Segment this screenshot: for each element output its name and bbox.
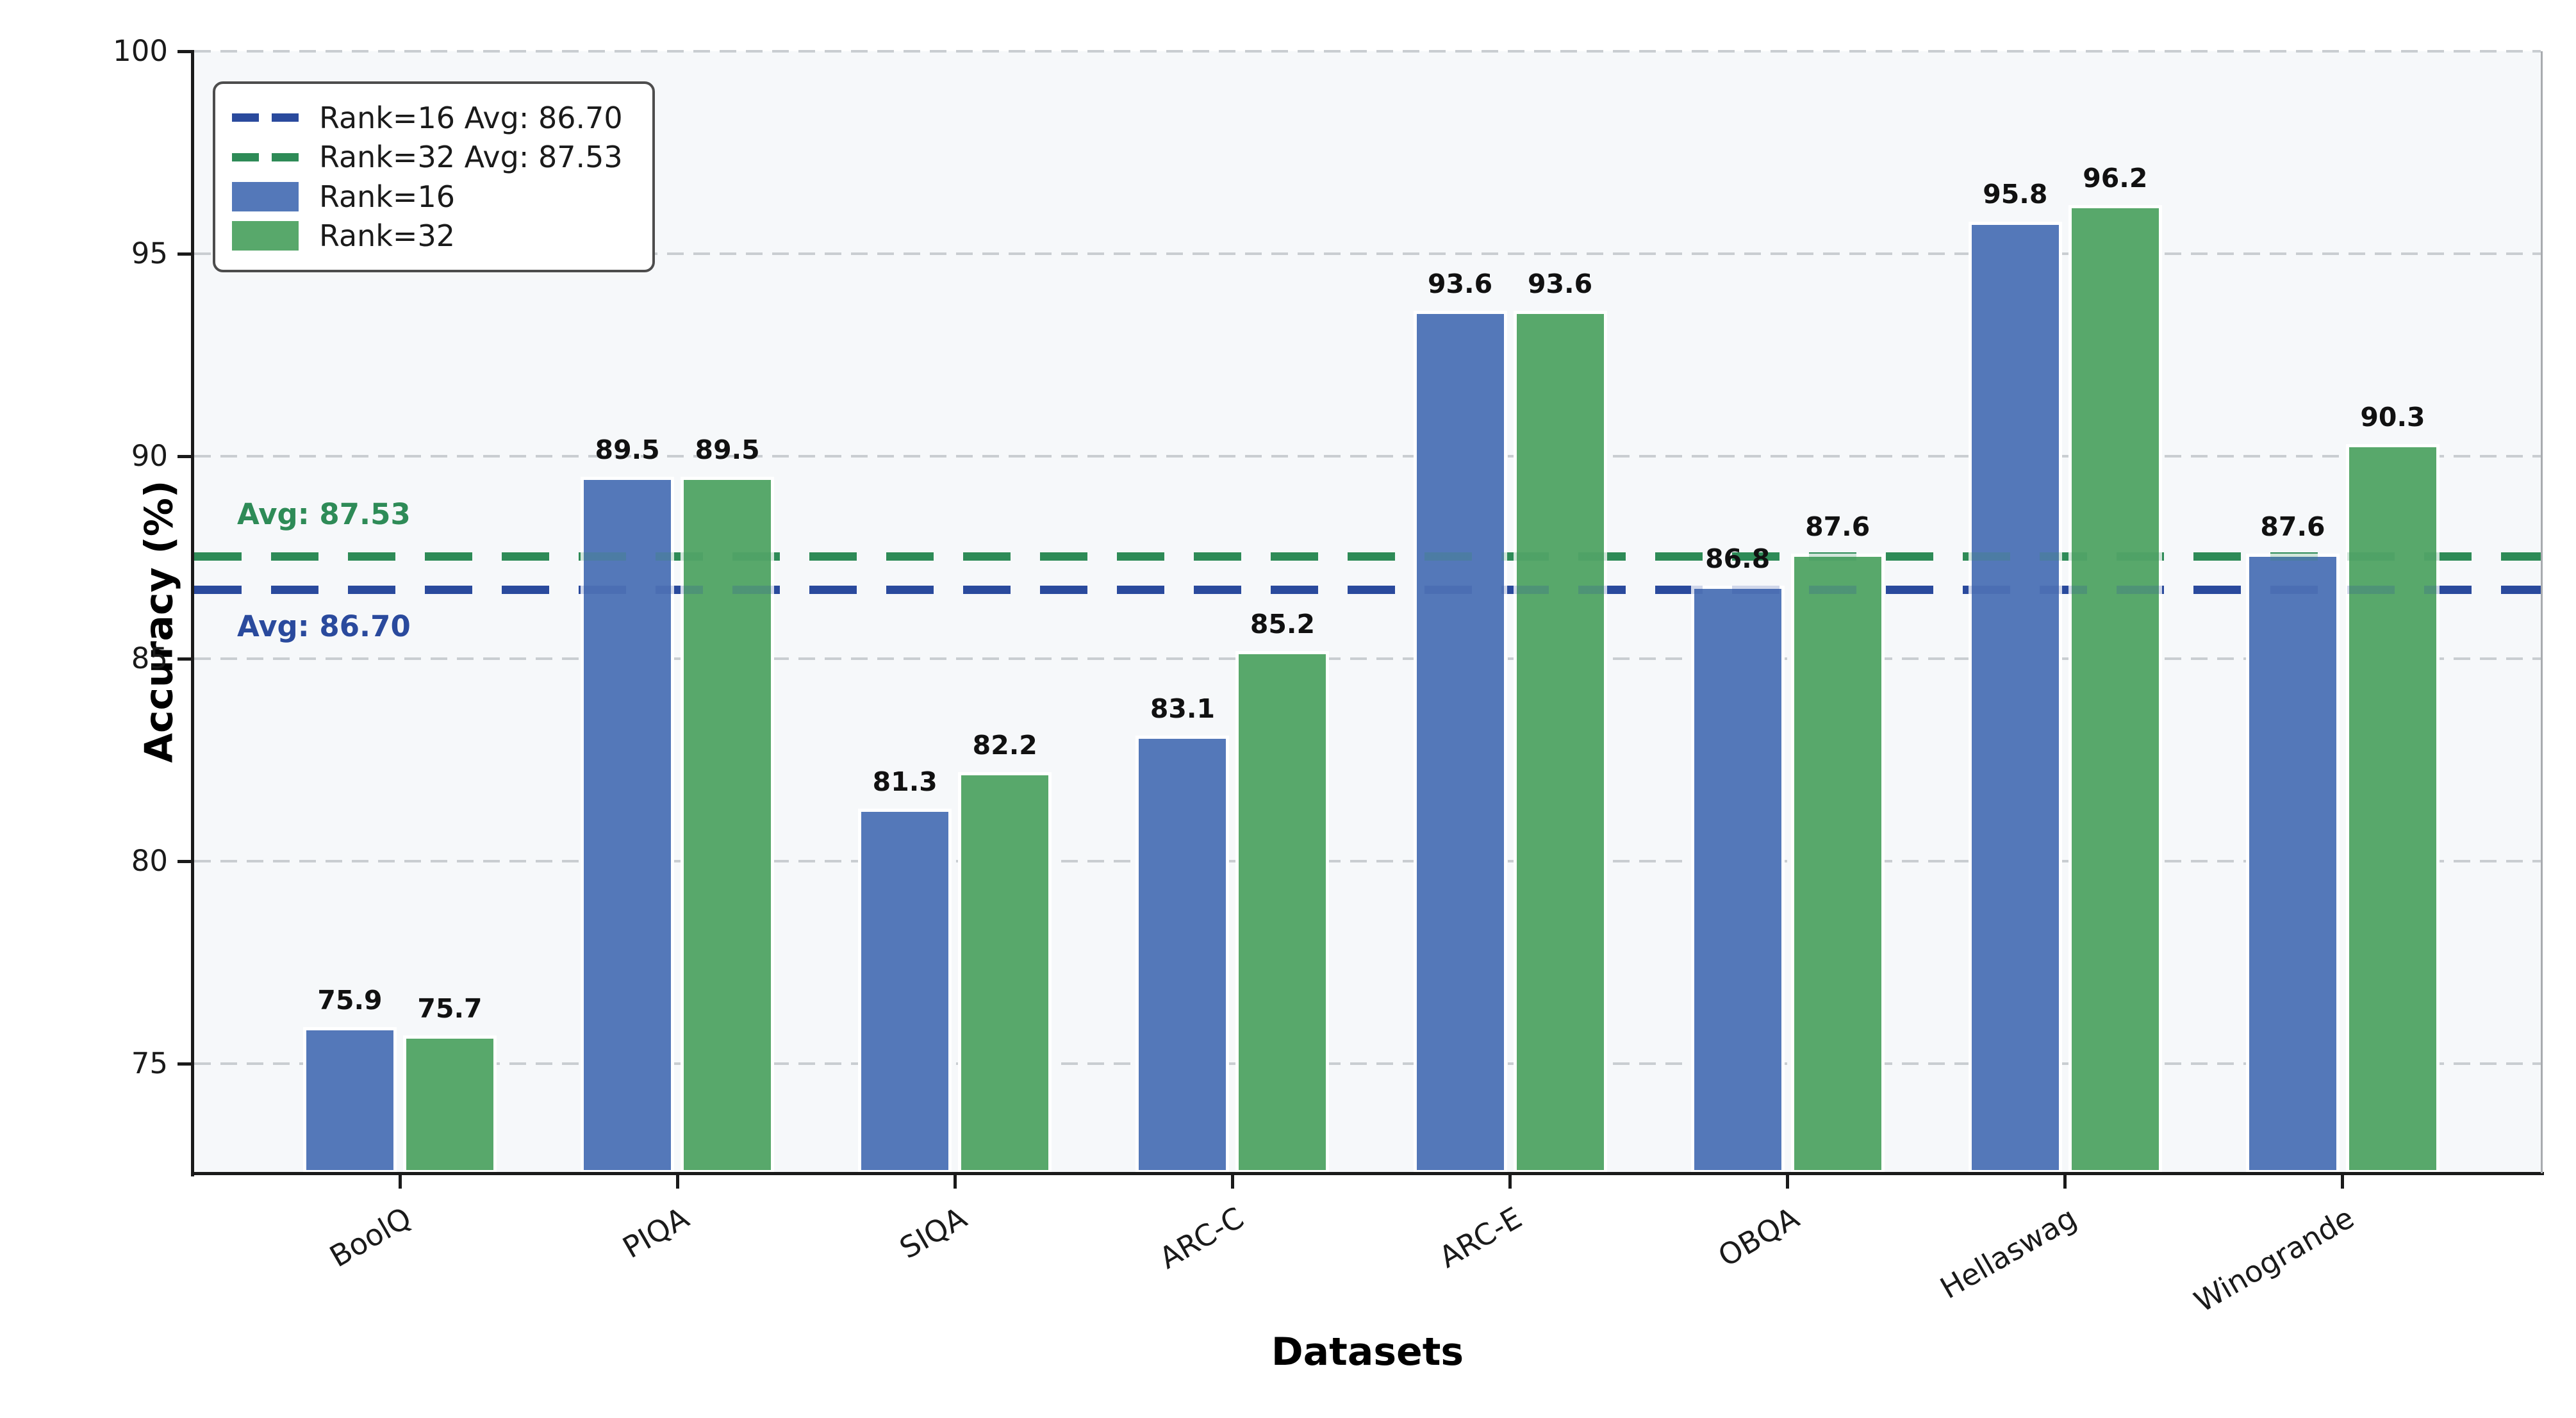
legend-item: Rank=32 (232, 217, 633, 256)
bar-rank-16-winogrande (2245, 553, 2340, 1173)
legend-item: Rank=16 (232, 177, 633, 217)
bar-rank-16-siqa (858, 809, 952, 1173)
bar-value-label: 93.6 (1427, 268, 1493, 299)
x-tick-label-winogrande: Winogrande (2188, 1200, 2360, 1319)
x-tick-label-boolq: BoolQ (324, 1200, 417, 1274)
x-tick-label-piqa: PIQA (616, 1200, 695, 1265)
legend-dashed-line-icon (232, 113, 299, 122)
x-tick-mark (1230, 1173, 1234, 1189)
bar-value-label: 87.6 (2260, 511, 2325, 542)
x-tick-mark (2063, 1173, 2067, 1189)
x-tick-label-arc-c: ARC-C (1153, 1200, 1250, 1276)
y-tick-label: 95 (131, 236, 168, 271)
y-axis-title: Accuracy (%) (136, 480, 182, 763)
bar-value-label: 83.1 (1150, 693, 1215, 725)
bar-value-label: 96.2 (2083, 163, 2148, 194)
x-tick-mark (2341, 1173, 2345, 1189)
y-tick-label: 80 (131, 844, 168, 878)
x-tick-label-hellaswag: Hellaswag (1934, 1200, 2083, 1306)
x-tick-mark (1786, 1173, 1790, 1189)
x-tick-mark (1508, 1173, 1512, 1189)
y-tick-label: 100 (113, 34, 168, 68)
bar-rank-16-boolq (303, 1027, 397, 1173)
bar-value-label: 95.8 (1983, 179, 2048, 210)
x-tick-label-obqa: OBQA (1712, 1200, 1805, 1274)
bar-value-label: 87.6 (1805, 511, 1870, 542)
y-tick-mark (178, 1062, 194, 1066)
bar-rank-16-arc-e (1413, 310, 1507, 1173)
x-tick-mark (953, 1173, 957, 1189)
legend-label: Rank=16 Avg: 86.70 (319, 100, 623, 135)
bar-value-label: 90.3 (2360, 402, 2425, 433)
bar-rank-16-hellaswag (1968, 221, 2062, 1173)
grid-line (194, 50, 2541, 53)
average-annotation: Avg: 86.70 (237, 609, 411, 643)
bar-value-label: 89.5 (595, 434, 660, 465)
bar-rank-16-arc-c (1135, 736, 1230, 1173)
legend-swatch-icon (232, 221, 299, 251)
bar-rank-32-arc-c (1235, 650, 1330, 1173)
x-tick-mark (398, 1173, 402, 1189)
bar-rank-32-hellaswag (2068, 205, 2162, 1173)
y-tick-mark (178, 657, 194, 661)
bar-rank-32-piqa (681, 476, 775, 1173)
legend-item: Rank=16 Avg: 86.70 (232, 98, 633, 138)
legend-dashed-line-icon (232, 153, 299, 161)
grid-line (194, 860, 2541, 863)
y-tick-label: 90 (131, 439, 168, 474)
right-spine (2541, 51, 2543, 1173)
x-axis-title: Datasets (1271, 1330, 1464, 1374)
bar-value-label: 89.5 (695, 434, 760, 465)
grid-line (194, 252, 2541, 256)
bar-value-label: 75.9 (317, 985, 383, 1016)
bar-value-label: 81.3 (872, 766, 937, 798)
average-line-overlay (194, 586, 2541, 595)
bar-value-label: 93.6 (1527, 268, 1593, 299)
legend-item: Rank=32 Avg: 87.53 (232, 138, 633, 177)
y-tick-mark (178, 454, 194, 458)
legend-label: Rank=32 Avg: 87.53 (319, 140, 623, 175)
y-axis-spine (191, 51, 194, 1176)
y-tick-label: 75 (131, 1046, 168, 1081)
legend-label: Rank=32 (319, 218, 456, 254)
x-axis-spine (191, 1172, 2544, 1175)
y-tick-mark (178, 49, 194, 53)
bar-rank-32-obqa (1790, 553, 1885, 1173)
y-tick-label: 85 (131, 641, 168, 676)
average-line (194, 552, 2541, 561)
x-tick-label-arc-e: ARC-E (1433, 1200, 1528, 1275)
y-tick-mark (178, 859, 194, 863)
x-tick-mark (675, 1173, 679, 1189)
bar-rank-32-boolq (403, 1035, 497, 1173)
average-annotation: Avg: 87.53 (237, 497, 411, 532)
grid-line (194, 455, 2541, 458)
bar-value-label: 75.7 (417, 993, 483, 1025)
x-tick-label-siqa: SIQA (893, 1200, 973, 1265)
legend-label: Rank=16 (319, 179, 456, 214)
y-tick-mark (178, 252, 194, 256)
legend-box: Rank=16 Avg: 86.70 Rank=32 Avg: 87.53 Rank… (213, 81, 655, 272)
bar-value-label: 85.2 (1250, 608, 1315, 639)
bar-rank-32-arc-e (1513, 310, 1607, 1173)
legend-swatch-icon (232, 181, 299, 211)
bar-rank-32-winogrande (2345, 444, 2440, 1173)
average-line (194, 586, 2541, 595)
grid-line (194, 657, 2541, 661)
bar-rank-32-siqa (958, 772, 1052, 1173)
bar-value-label: 82.2 (972, 730, 1037, 761)
bar-value-label: 86.8 (1705, 543, 1771, 575)
grid-line (194, 1062, 2541, 1066)
bar-rank-16-piqa (581, 476, 675, 1173)
average-line-overlay (194, 552, 2541, 561)
bar-rank-16-obqa (1690, 586, 1785, 1173)
